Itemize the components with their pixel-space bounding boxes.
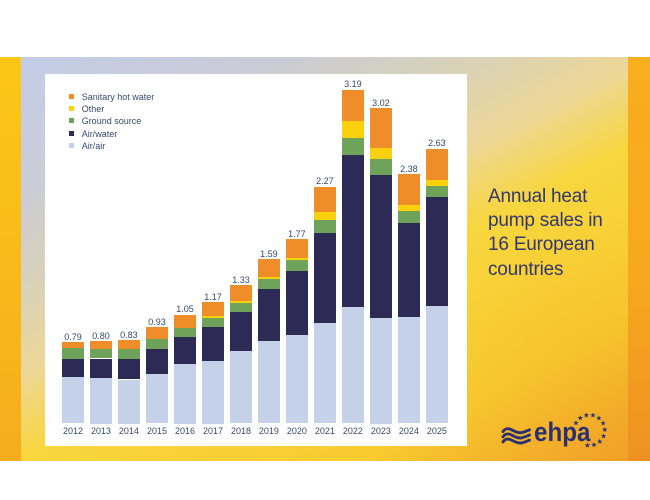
- svg-text:ehpa: ehpa: [534, 417, 591, 447]
